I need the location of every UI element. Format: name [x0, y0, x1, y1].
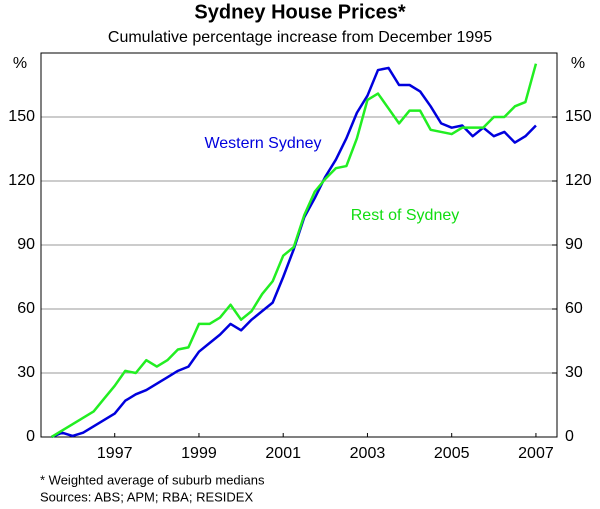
line-series — [51, 66, 537, 439]
y2-tick-label: 30 — [565, 364, 583, 381]
x-tick-label: 2007 — [518, 445, 554, 462]
y-tick-label: 30 — [17, 364, 35, 381]
footnote: * Weighted average of suburb medians — [40, 472, 265, 487]
y-tick-label: 120 — [8, 172, 35, 189]
chart-title: Sydney House Prices* — [194, 1, 405, 23]
y-tick-label: 0 — [26, 428, 35, 445]
y-tick-label: 60 — [17, 300, 35, 317]
chart-subtitle: Cumulative percentage increase from Dece… — [108, 29, 492, 46]
y2-axis-label: % — [571, 55, 585, 72]
y-tick-label: 150 — [8, 108, 35, 125]
y2-tick-label: 90 — [565, 236, 583, 253]
plot-frame — [40, 52, 558, 438]
x-tick-label: 1999 — [181, 445, 217, 462]
x-tick-label: 2005 — [434, 445, 470, 462]
footnote: Sources: ABS; APM; RBA; RESIDEX — [40, 489, 253, 504]
y-axis-label: % — [13, 55, 27, 72]
y2-tick-label: 0 — [565, 428, 574, 445]
y2-tick-label: 150 — [565, 108, 592, 125]
x-tick-label: 2003 — [350, 445, 386, 462]
x-tick-label: 1997 — [97, 445, 133, 462]
series-label: Rest of Sydney — [351, 207, 460, 224]
x-tick-label: 2001 — [265, 445, 301, 462]
line-series — [50, 63, 538, 439]
y2-tick-label: 120 — [565, 172, 592, 189]
y2-tick-label: 60 — [565, 300, 583, 317]
y-tick-label: 90 — [17, 236, 35, 253]
series-label: Western Sydney — [204, 135, 321, 152]
